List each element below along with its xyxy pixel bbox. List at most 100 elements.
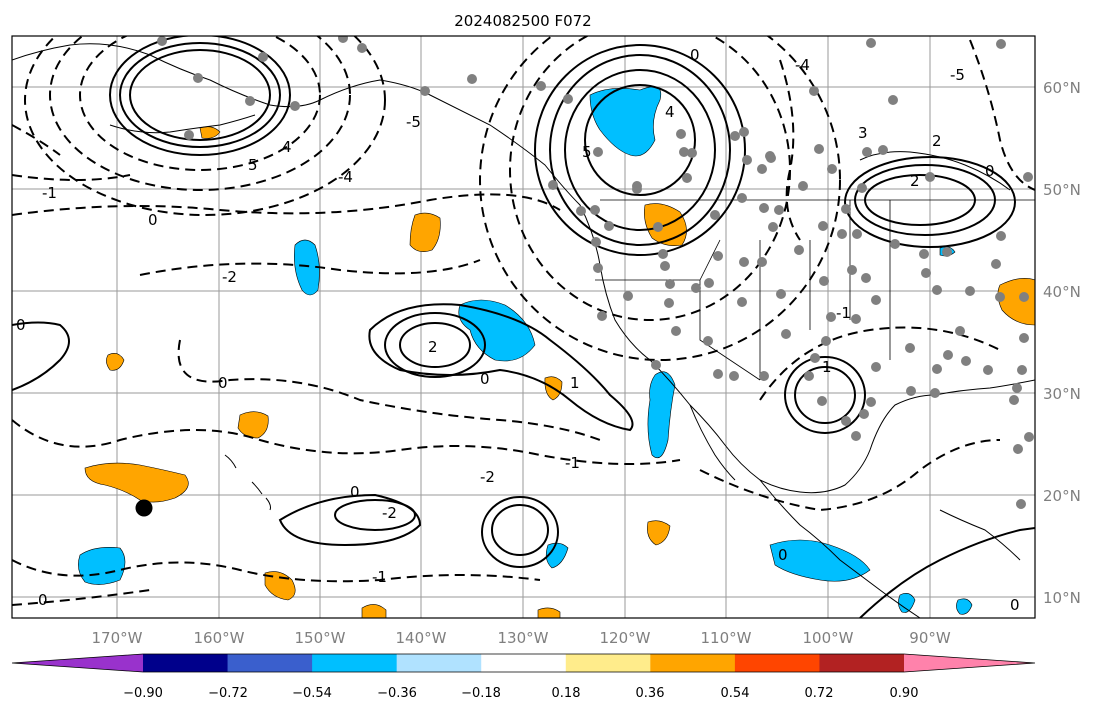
- contour-line: [584, 84, 696, 196]
- station-marker: [665, 279, 675, 289]
- station-marker: [866, 397, 876, 407]
- station-marker: [660, 261, 670, 271]
- station-marker: [757, 164, 767, 174]
- contour-label: 0: [985, 162, 995, 180]
- station-marker: [810, 353, 820, 363]
- station-marker: [1009, 395, 1019, 405]
- shade-positive: [537, 607, 561, 618]
- station-marker: [961, 356, 971, 366]
- station-marker: [536, 81, 546, 91]
- station-marker: [866, 38, 876, 48]
- station-marker: [996, 39, 1006, 49]
- latitude-labels: 60°N 50°N 40°N 30°N 20°N 10°N: [1043, 79, 1081, 607]
- contour-label: -4: [795, 56, 810, 74]
- station-marker: [759, 203, 769, 213]
- station-marker: [467, 74, 477, 84]
- station-marker: [742, 155, 752, 165]
- station-marker: [737, 193, 747, 203]
- station-marker: [1016, 499, 1026, 509]
- station-marker: [687, 148, 697, 158]
- contour-group-coast-low: [479, 36, 841, 361]
- lon-label-110w: 110°W: [701, 629, 752, 647]
- contour-label: -1: [42, 184, 57, 202]
- lon-label-120w: 120°W: [600, 629, 651, 647]
- contour-line: [12, 321, 70, 391]
- station-marker: [593, 263, 603, 273]
- station-marker: [563, 94, 573, 104]
- coastline-hawaii: [224, 454, 271, 511]
- station-marker: [814, 144, 824, 154]
- station-marker: [930, 388, 940, 398]
- lat-label-30n: 30°N: [1043, 385, 1081, 403]
- colorbar-tick-label: −0.90: [123, 686, 163, 701]
- contour-line: [534, 44, 746, 256]
- lat-label-40n: 40°N: [1043, 283, 1081, 301]
- shade-positive: [409, 212, 441, 252]
- contour-label: 0: [690, 46, 700, 64]
- contours: [12, 36, 1035, 618]
- contour-label: 0: [480, 370, 490, 388]
- lat-label-20n: 20°N: [1043, 487, 1081, 505]
- longitude-labels: 170°W 160°W 150°W 140°W 130°W 120°W 110°…: [92, 629, 951, 647]
- station-marker: [774, 205, 784, 215]
- station-marker: [862, 147, 872, 157]
- station-marker: [826, 312, 836, 322]
- shade-negative: [589, 86, 662, 157]
- station-marker: [1013, 444, 1023, 454]
- station-marker: [819, 276, 829, 286]
- station-marker: [1023, 172, 1033, 182]
- station-marker: [859, 409, 869, 419]
- station-marker: [691, 283, 701, 293]
- station-marker: [818, 221, 828, 231]
- contour-label: 0: [350, 483, 360, 501]
- colorbar-segment: [819, 654, 905, 672]
- station-marker: [932, 285, 942, 295]
- contour-line: [969, 39, 1035, 191]
- station-marker: [245, 96, 255, 106]
- contour-label: 2: [428, 338, 438, 356]
- station-marker: [632, 184, 642, 194]
- anomaly-shading: [78, 86, 1035, 618]
- contour-label: 0: [38, 591, 48, 609]
- station-marker: [739, 127, 749, 137]
- coastline-aleutians: [109, 114, 256, 134]
- colorbar-tick-labels: −0.90 −0.72 −0.54 −0.36 −0.18 0.18 0.36 …: [123, 686, 918, 701]
- contour-line: [759, 326, 1001, 401]
- contour-label: 4: [282, 138, 292, 156]
- station-marker: [837, 229, 847, 239]
- lat-label-50n: 50°N: [1043, 181, 1081, 199]
- station-marker: [653, 222, 663, 232]
- contour-line: [864, 174, 976, 226]
- contour-line: [549, 54, 731, 246]
- station-marker: [871, 295, 881, 305]
- shade-positive: [647, 520, 671, 546]
- station-marker: [776, 289, 786, 299]
- station-marker: [942, 247, 952, 257]
- station-marker: [847, 265, 857, 275]
- station-marker: [841, 416, 851, 426]
- station-marker: [682, 173, 692, 183]
- contour-line: [368, 303, 634, 432]
- contour-line: [509, 36, 791, 321]
- station-marker: [871, 362, 881, 372]
- contour-line: [109, 36, 291, 156]
- station-marker: [676, 129, 686, 139]
- station-marker: [671, 326, 681, 336]
- contour-label: 0: [1010, 596, 1020, 614]
- lon-label-150w: 150°W: [295, 629, 346, 647]
- colorbar-tick-label: −0.36: [377, 686, 417, 701]
- shade-negative: [78, 547, 126, 585]
- location-marker: [135, 499, 153, 517]
- shade-positive: [361, 604, 387, 618]
- shade-positive: [84, 462, 189, 503]
- station-marker: [781, 329, 791, 339]
- contour-label: 1: [822, 358, 832, 376]
- contour-label: -4: [338, 168, 353, 186]
- station-marker: [713, 369, 723, 379]
- colorbar-tick-label: 0.36: [636, 686, 665, 701]
- contour-label: 2: [932, 132, 942, 150]
- station-marker: [590, 205, 600, 215]
- station-marker: [965, 286, 975, 296]
- colorbar-segment: [904, 654, 1035, 672]
- colorbar-segment: [565, 654, 651, 672]
